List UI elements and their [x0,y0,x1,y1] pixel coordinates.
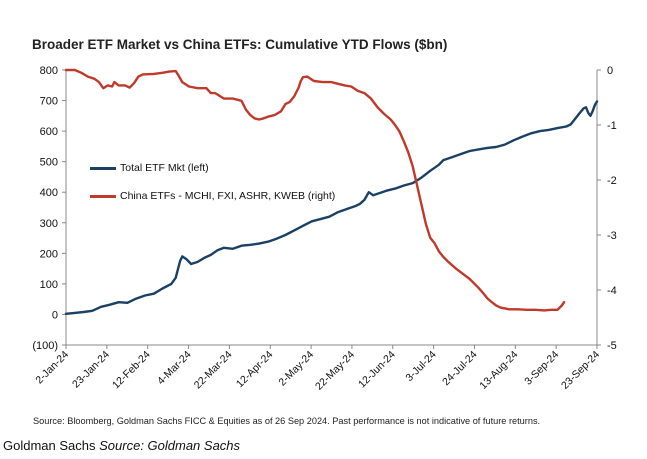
footer-publisher: Goldman Sachs [3,438,96,453]
y-left-tick-label: (100) [32,340,58,352]
x-tick-label: 4-Mar-24 [155,349,194,388]
footer-source: Source: Goldman Sachs [99,438,241,453]
legend-entry-total-etf: Total ETF Mkt (left) [90,162,209,174]
x-tick-label: 22-May-24 [313,349,357,393]
source-note: Source: Bloomberg, Goldman Sachs FICC & … [33,416,541,426]
y-right-tick-label: -1 [607,120,617,132]
y-left-tick-label: 400 [40,187,58,199]
x-tick-label: 3-Sep-24 [522,349,561,388]
y-left-tick-label: 800 [40,65,58,77]
legend-entry-china-etfs: China ETFs - MCHI, FXI, ASHR, KWEB (righ… [90,190,335,202]
y-right-tick-label: -2 [607,175,617,187]
y-right-tick-label: -4 [607,285,617,297]
x-tick-label: 12-Apr-24 [234,349,276,391]
series-line-china-etfs [64,68,566,312]
x-tick-label: 2-May-24 [276,349,316,389]
x-tick-label: 23-Sep-24 [559,349,602,392]
x-tick-label: 12-Jun-24 [356,349,398,391]
footer-credit: Goldman Sachs Source: Goldman Sachs [3,438,240,453]
y-right-tick-label: -5 [607,340,617,352]
y-left-tick-label: 100 [40,279,58,291]
x-tick-label: 22-Mar-24 [192,349,235,392]
y-left-tick-label: 700 [40,96,58,108]
chart-title: Broader ETF Market vs China ETFs: Cumula… [32,37,448,52]
x-tick-label: 3-Jul-24 [403,349,438,384]
series-line-total-etf [64,100,599,315]
y-left-tick-label: 0 [52,309,58,321]
legend-swatch-china-etfs [90,194,116,198]
y-right-tick-label: 0 [607,65,613,77]
legend-label-total-etf: Total ETF Mkt (left) [120,162,209,174]
x-tick-label: 12-Feb-24 [110,349,153,392]
x-tick-label: 23-Jan-24 [70,349,112,391]
y-right-tick-label: -3 [607,230,617,242]
x-tick-label: 2-Jan-24 [33,349,71,387]
x-tick-label: 24-Jul-24 [440,349,480,389]
y-left-tick-label: 600 [40,126,58,138]
legend-swatch-total-etf [90,166,116,170]
y-left-tick-label: 500 [40,157,58,169]
y-left-tick-label: 300 [40,218,58,230]
x-tick-label: 13-Aug-24 [477,349,520,392]
legend-label-china-etfs: China ETFs - MCHI, FXI, ASHR, KWEB (righ… [120,190,336,202]
y-left-tick-label: 200 [40,248,58,260]
